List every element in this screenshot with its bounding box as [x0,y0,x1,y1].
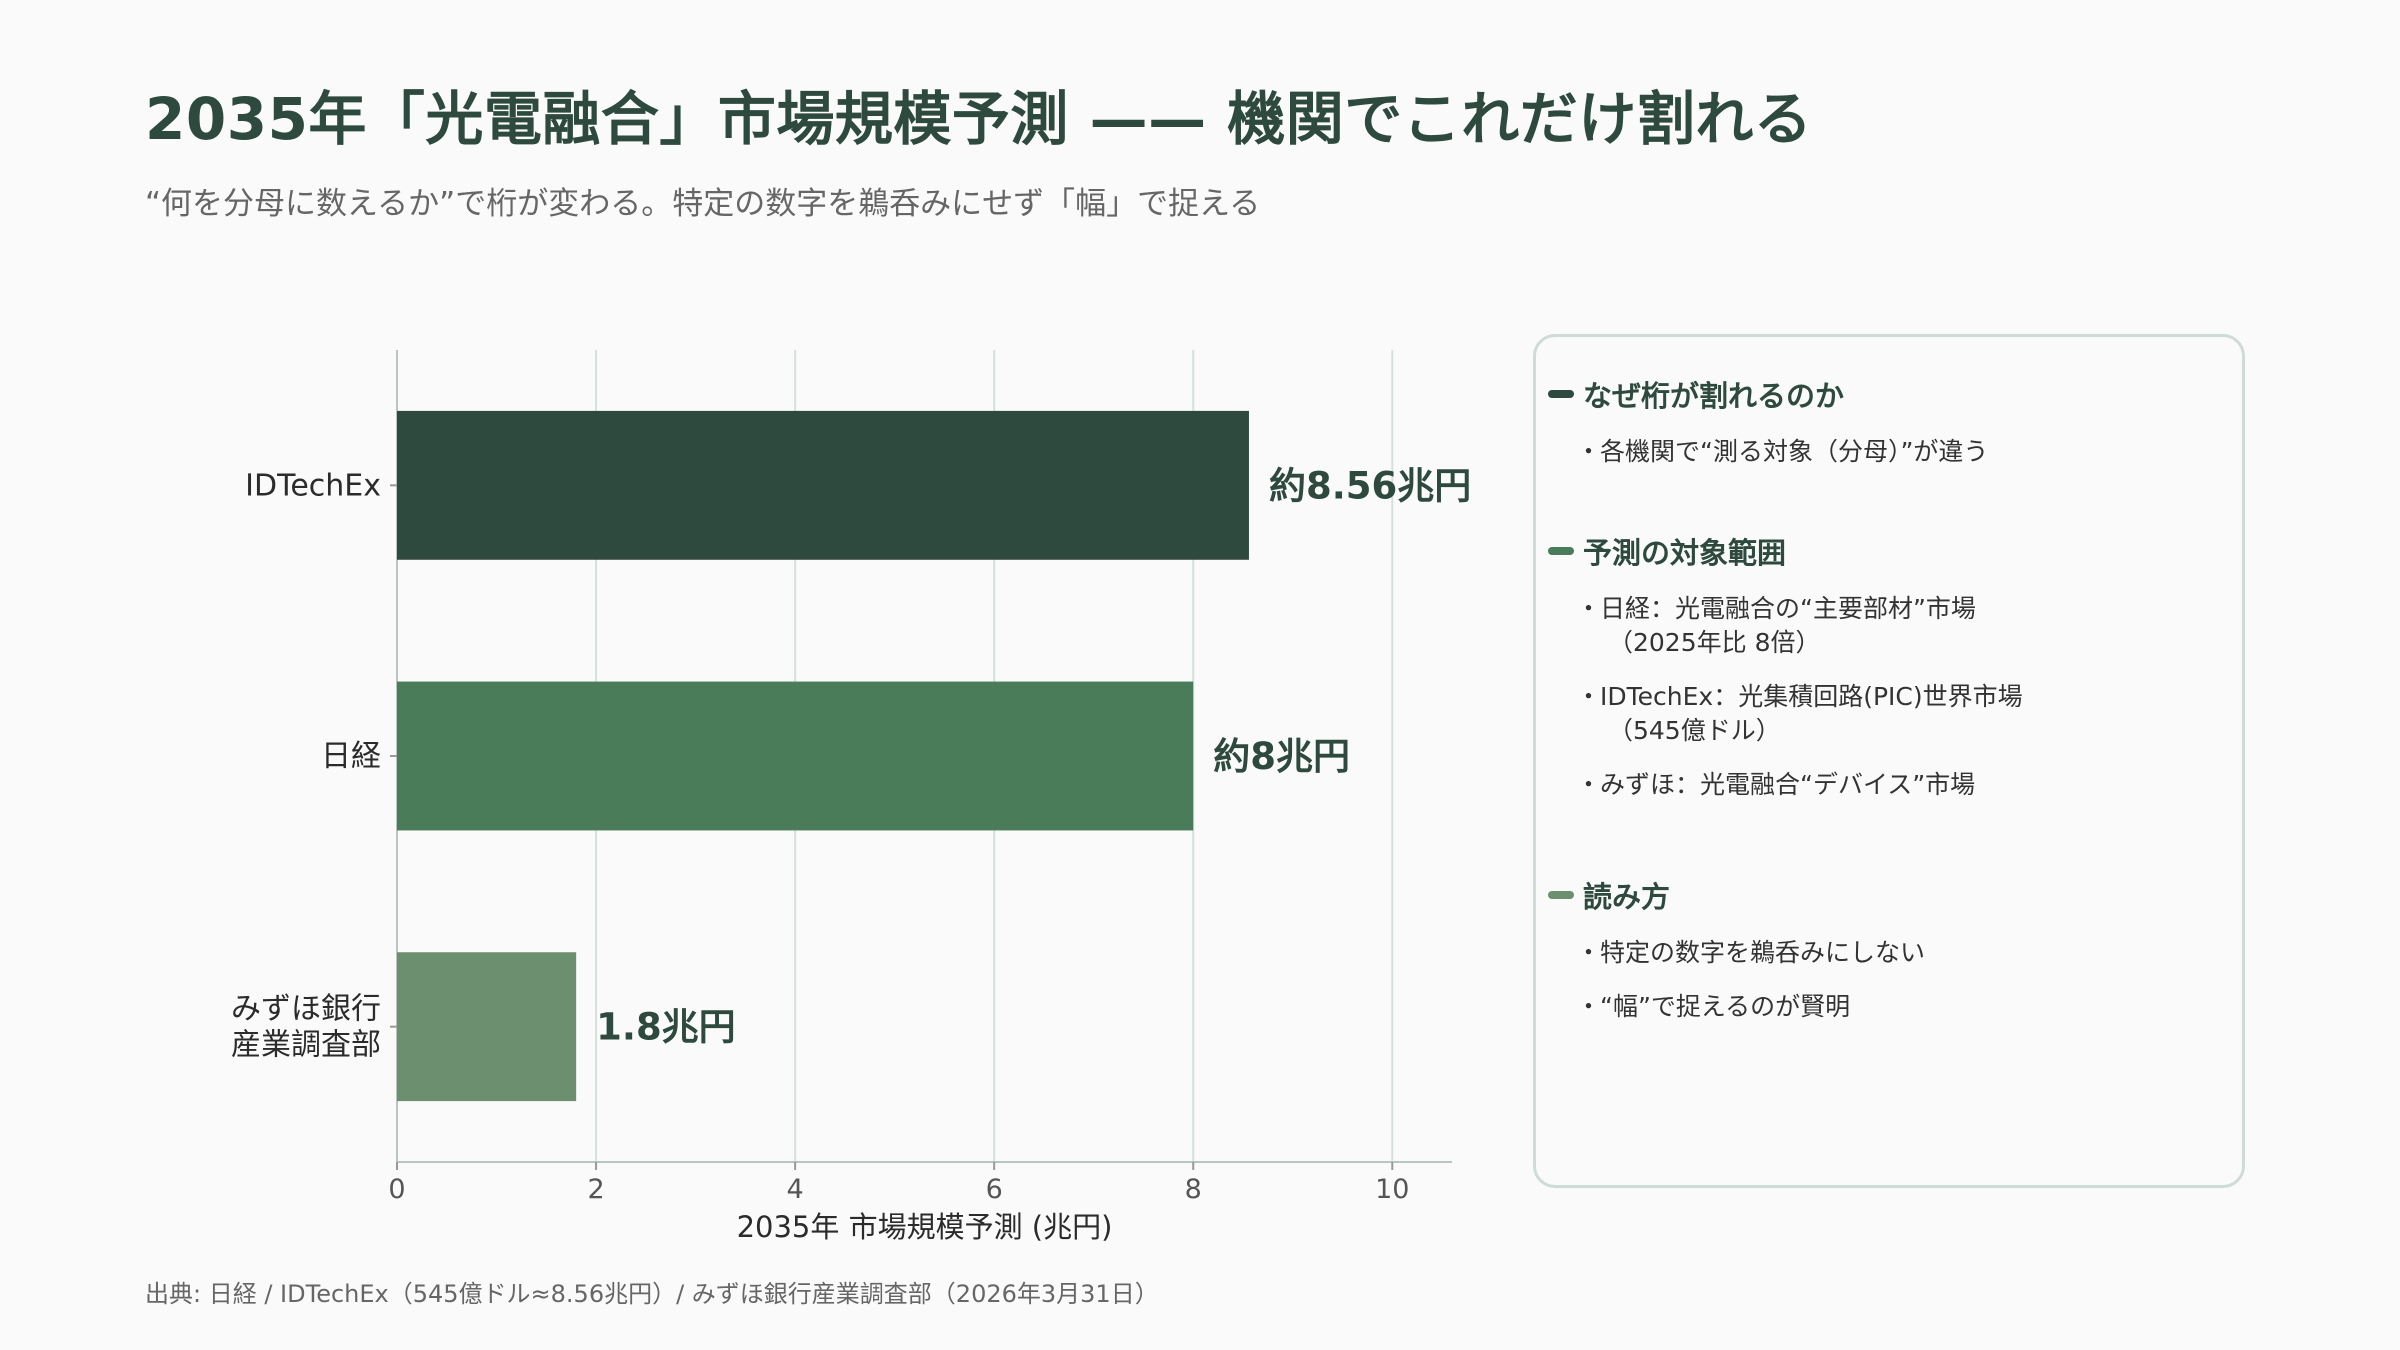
section-heading: なぜ桁が割れるのか [1583,379,1845,413]
bar [397,952,577,1102]
x-tick-label: 4 [787,1174,804,1205]
bar [397,681,1194,831]
list-item: みずほ：光電融合“デバイス”市場 [1548,768,2232,802]
section-heading: 予測の対象範囲 [1583,536,1787,570]
bar-chart: 0 2 4 6 8 10 2035年 市場規模予測 (兆円) 約8.56兆円 IDTechEx 約… [231,350,1471,1244]
value-label: 約8兆円 [1213,735,1350,778]
x-tick-label: 8 [1185,1174,1202,1205]
list-item: 特定の数字を鵜呑みにしない [1548,936,2232,970]
list-item: “幅”で捉えるのが賢明 [1548,990,2232,1024]
x-axis-title: 2035年 市場規模予測 (兆円) [737,1210,1113,1244]
source-note: 出典: 日経 / IDTechEx（545億ドル≈8.56兆円）/ みずほ銀行産… [145,1280,1159,1308]
category-label: IDTechEx [245,468,381,503]
section-marker-icon [1548,891,1574,899]
section-why-split: なぜ桁が割れるのか 各機関で“測る対象（分母）”が違う [1548,373,2232,469]
value-label: 1.8兆円 [596,1006,736,1049]
list-item: 日経：光電融合の“主要部材”市場 （2025年比 8倍） [1548,592,2232,660]
bar [397,410,1249,560]
list-item: 各機関で“測る対象（分母）”が違う [1548,435,2232,469]
value-label: 約8.56兆円 [1269,464,1471,507]
section-scope: 予測の対象範囲 日経：光電融合の“主要部材”市場 （2025年比 8倍） IDT… [1548,530,2232,802]
list-item: IDTechEx：光集積回路(PIC)世界市場 （545億ドル） [1548,680,2232,748]
x-tick-label: 10 [1375,1174,1409,1205]
section-marker-icon [1548,390,1574,398]
section-how-to-read: 読み方 特定の数字を鵜呑みにしない “幅”で捉えるのが賢明 [1548,874,2232,1024]
category-label: 日経 [321,739,381,774]
x-tick-label: 6 [986,1174,1003,1205]
category-label-line: みずほ銀行 [231,992,381,1027]
page-subtitle: “何を分母に数えるか”で桁が変わる。特定の数字を鵜呑みにせず「幅」で捉える [145,186,1261,222]
category-label: みずほ銀行産業調査部 [231,992,381,1063]
x-tick-label: 0 [388,1174,405,1205]
section-heading: 読み方 [1583,880,1671,914]
category-label-line: 産業調査部 [231,1028,381,1063]
page-title: 2035年「光電融合」市場規模予測 —— 機関でこれだけ割れる [145,85,1813,153]
category-label-line: IDTechEx [245,468,381,503]
category-label-line: 日経 [321,739,381,774]
explanation-panel: なぜ桁が割れるのか 各機関で“測る対象（分母）”が違う 予測の対象範囲 日経：光… [1533,334,2245,1188]
x-tick-label: 2 [587,1174,604,1205]
section-marker-icon [1548,547,1574,555]
